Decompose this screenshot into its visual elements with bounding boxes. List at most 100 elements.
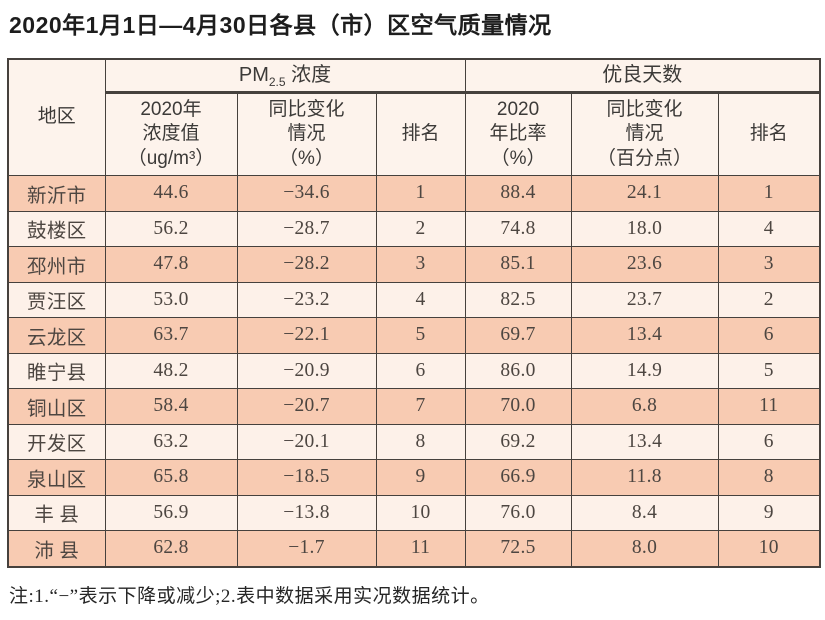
cell-region: 开发区: [7, 423, 106, 460]
cell-good-change: 6.8: [570, 388, 719, 425]
table-row: 鼓楼区 56.2 −28.7 2 74.8 18.0 4: [7, 210, 821, 247]
cell-pm-change: −18.5: [236, 459, 377, 496]
cell-pm-change: −20.9: [236, 352, 377, 389]
cell-good-rank: 3: [717, 246, 821, 283]
cell-good-rate: 76.0: [464, 494, 572, 531]
header-pm-change: 同比变化 情况 （%）: [236, 92, 377, 176]
cell-region: 新沂市: [7, 175, 106, 212]
header-pm-value-line2: 浓度值: [142, 123, 200, 145]
table-row: 沛 县 62.8 −1.7 11 72.5 8.0 10: [7, 530, 821, 567]
cell-good-rank: 6: [717, 423, 821, 460]
header-region: 地区: [7, 58, 106, 176]
cell-good-rate: 69.7: [464, 317, 572, 354]
header-pm-change-line3: （%）: [279, 147, 334, 169]
header-pm-change-line1: 同比变化: [268, 99, 345, 121]
cell-good-change: 24.1: [570, 175, 719, 212]
cell-good-rate: 66.9: [464, 459, 572, 496]
cell-good-change: 8.4: [570, 494, 719, 531]
footnote: 注:1.“−”表示下降或减少;2.表中数据采用实况数据统计。: [9, 585, 490, 607]
cell-good-rate: 85.1: [464, 246, 572, 283]
cell-good-rank: 2: [717, 281, 821, 318]
cell-good-change: 13.4: [570, 423, 719, 460]
cell-good-rank: 6: [717, 317, 821, 354]
cell-pm-rank: 11: [375, 530, 466, 567]
header-sub-row: 2020年 浓度值 （ug/m³） 同比变化 情况 （%） 排名 2020 年比…: [8, 92, 821, 176]
header-good-rate: 2020 年比率 （%）: [464, 92, 572, 176]
cell-good-rank: 9: [717, 494, 821, 531]
cell-pm-change: −34.6: [236, 175, 377, 212]
pm25-label-suffix: 浓度: [285, 63, 332, 86]
cell-region: 鼓楼区: [7, 210, 106, 247]
table-header: 地区 PM2.5 浓度 优良天数 2020年 浓度值 （ug/m³） 同比变化 …: [7, 58, 821, 176]
cell-pm-rank: 6: [375, 352, 466, 389]
header-good-rate-line1: 2020: [496, 99, 540, 121]
cell-pm-rank: 8: [375, 423, 466, 460]
cell-pm-value: 63.2: [104, 423, 238, 460]
table-row: 邳州市 47.8 −28.2 3 85.1 23.6 3: [7, 246, 821, 283]
cell-good-rate: 70.0: [464, 388, 572, 425]
cell-pm-rank: 2: [375, 210, 466, 247]
header-group-pm25: PM2.5 浓度: [104, 58, 466, 94]
cell-pm-rank: 9: [375, 459, 466, 496]
cell-good-rate: 88.4: [464, 175, 572, 212]
cell-pm-rank: 5: [375, 317, 466, 354]
cell-pm-value: 48.2: [104, 352, 238, 389]
header-good-rate-line2: 年比率: [489, 123, 547, 145]
cell-good-rank: 11: [717, 388, 821, 425]
cell-good-change: 11.8: [570, 459, 719, 496]
cell-pm-rank: 3: [375, 246, 466, 283]
header-pm-value: 2020年 浓度值 （ug/m³）: [104, 92, 238, 176]
table-row: 睢宁县 48.2 −20.9 6 86.0 14.9 5: [7, 352, 821, 389]
cell-pm-change: −13.8: [236, 494, 377, 531]
cell-pm-rank: 10: [375, 494, 466, 531]
header-pm-value-line3: （ug/m³）: [127, 147, 215, 169]
cell-pm-change: −28.7: [236, 210, 377, 247]
cell-pm-rank: 7: [375, 388, 466, 425]
cell-good-change: 13.4: [570, 317, 719, 354]
cell-good-change: 8.0: [570, 530, 719, 567]
header-pm-rank: 排名: [375, 92, 466, 176]
cell-pm-value: 56.9: [104, 494, 238, 531]
table-row: 新沂市 44.6 −34.6 1 88.4 24.1 1: [7, 175, 821, 212]
cell-good-change: 23.7: [570, 281, 719, 318]
table-row: 开发区 63.2 −20.1 8 69.2 13.4 6: [7, 423, 821, 460]
cell-region: 丰 县: [7, 494, 106, 531]
cell-pm-value: 47.8: [104, 246, 238, 283]
cell-region: 沛 县: [7, 530, 106, 567]
cell-pm-change: −22.1: [236, 317, 377, 354]
cell-good-rank: 4: [717, 210, 821, 247]
cell-good-rank: 1: [717, 175, 821, 212]
cell-pm-value: 58.4: [104, 388, 238, 425]
cell-pm-value: 62.8: [104, 530, 238, 567]
cell-pm-change: −20.1: [236, 423, 377, 460]
cell-good-rate: 72.5: [464, 530, 572, 567]
header-good-change-line3: （百分点）: [597, 147, 693, 169]
cell-good-change: 18.0: [570, 210, 719, 247]
table-row: 贾汪区 53.0 −23.2 4 82.5 23.7 2: [7, 281, 821, 318]
cell-pm-rank: 1: [375, 175, 466, 212]
cell-good-rank: 8: [717, 459, 821, 496]
table-row: 丰 县 56.9 −13.8 10 76.0 8.4 9: [7, 494, 821, 531]
cell-good-change: 23.6: [570, 246, 719, 283]
cell-pm-change: −1.7: [236, 530, 377, 567]
cell-pm-value: 63.7: [104, 317, 238, 354]
header-group-good-days: 优良天数: [464, 58, 821, 94]
cell-good-rate: 74.8: [464, 210, 572, 247]
header-pm-value-line1: 2020年: [140, 99, 202, 121]
cell-good-change: 14.9: [570, 352, 719, 389]
page-title: 2020年1月1日—4月30日各县（市）区空气质量情况: [9, 12, 552, 38]
table-row: 泉山区 65.8 −18.5 9 66.9 11.8 8: [7, 459, 821, 496]
table-body: 新沂市 44.6 −34.6 1 88.4 24.1 1 鼓楼区 56.2 −28.7 2 74.8 1…: [7, 175, 821, 567]
cell-region: 贾汪区: [7, 281, 106, 318]
cell-good-rate: 69.2: [464, 423, 572, 460]
header-good-change-line1: 同比变化: [606, 99, 683, 121]
header-good-change: 同比变化 情况 （百分点）: [570, 92, 719, 176]
header-good-rank: 排名: [717, 92, 821, 176]
pm25-label-subscript: 2.5: [268, 74, 286, 89]
cell-region: 铜山区: [7, 388, 106, 425]
cell-pm-change: −20.7: [236, 388, 377, 425]
cell-good-rate: 86.0: [464, 352, 572, 389]
table-row: 云龙区 63.7 −22.1 5 69.7 13.4 6: [7, 317, 821, 354]
cell-pm-change: −28.2: [236, 246, 377, 283]
